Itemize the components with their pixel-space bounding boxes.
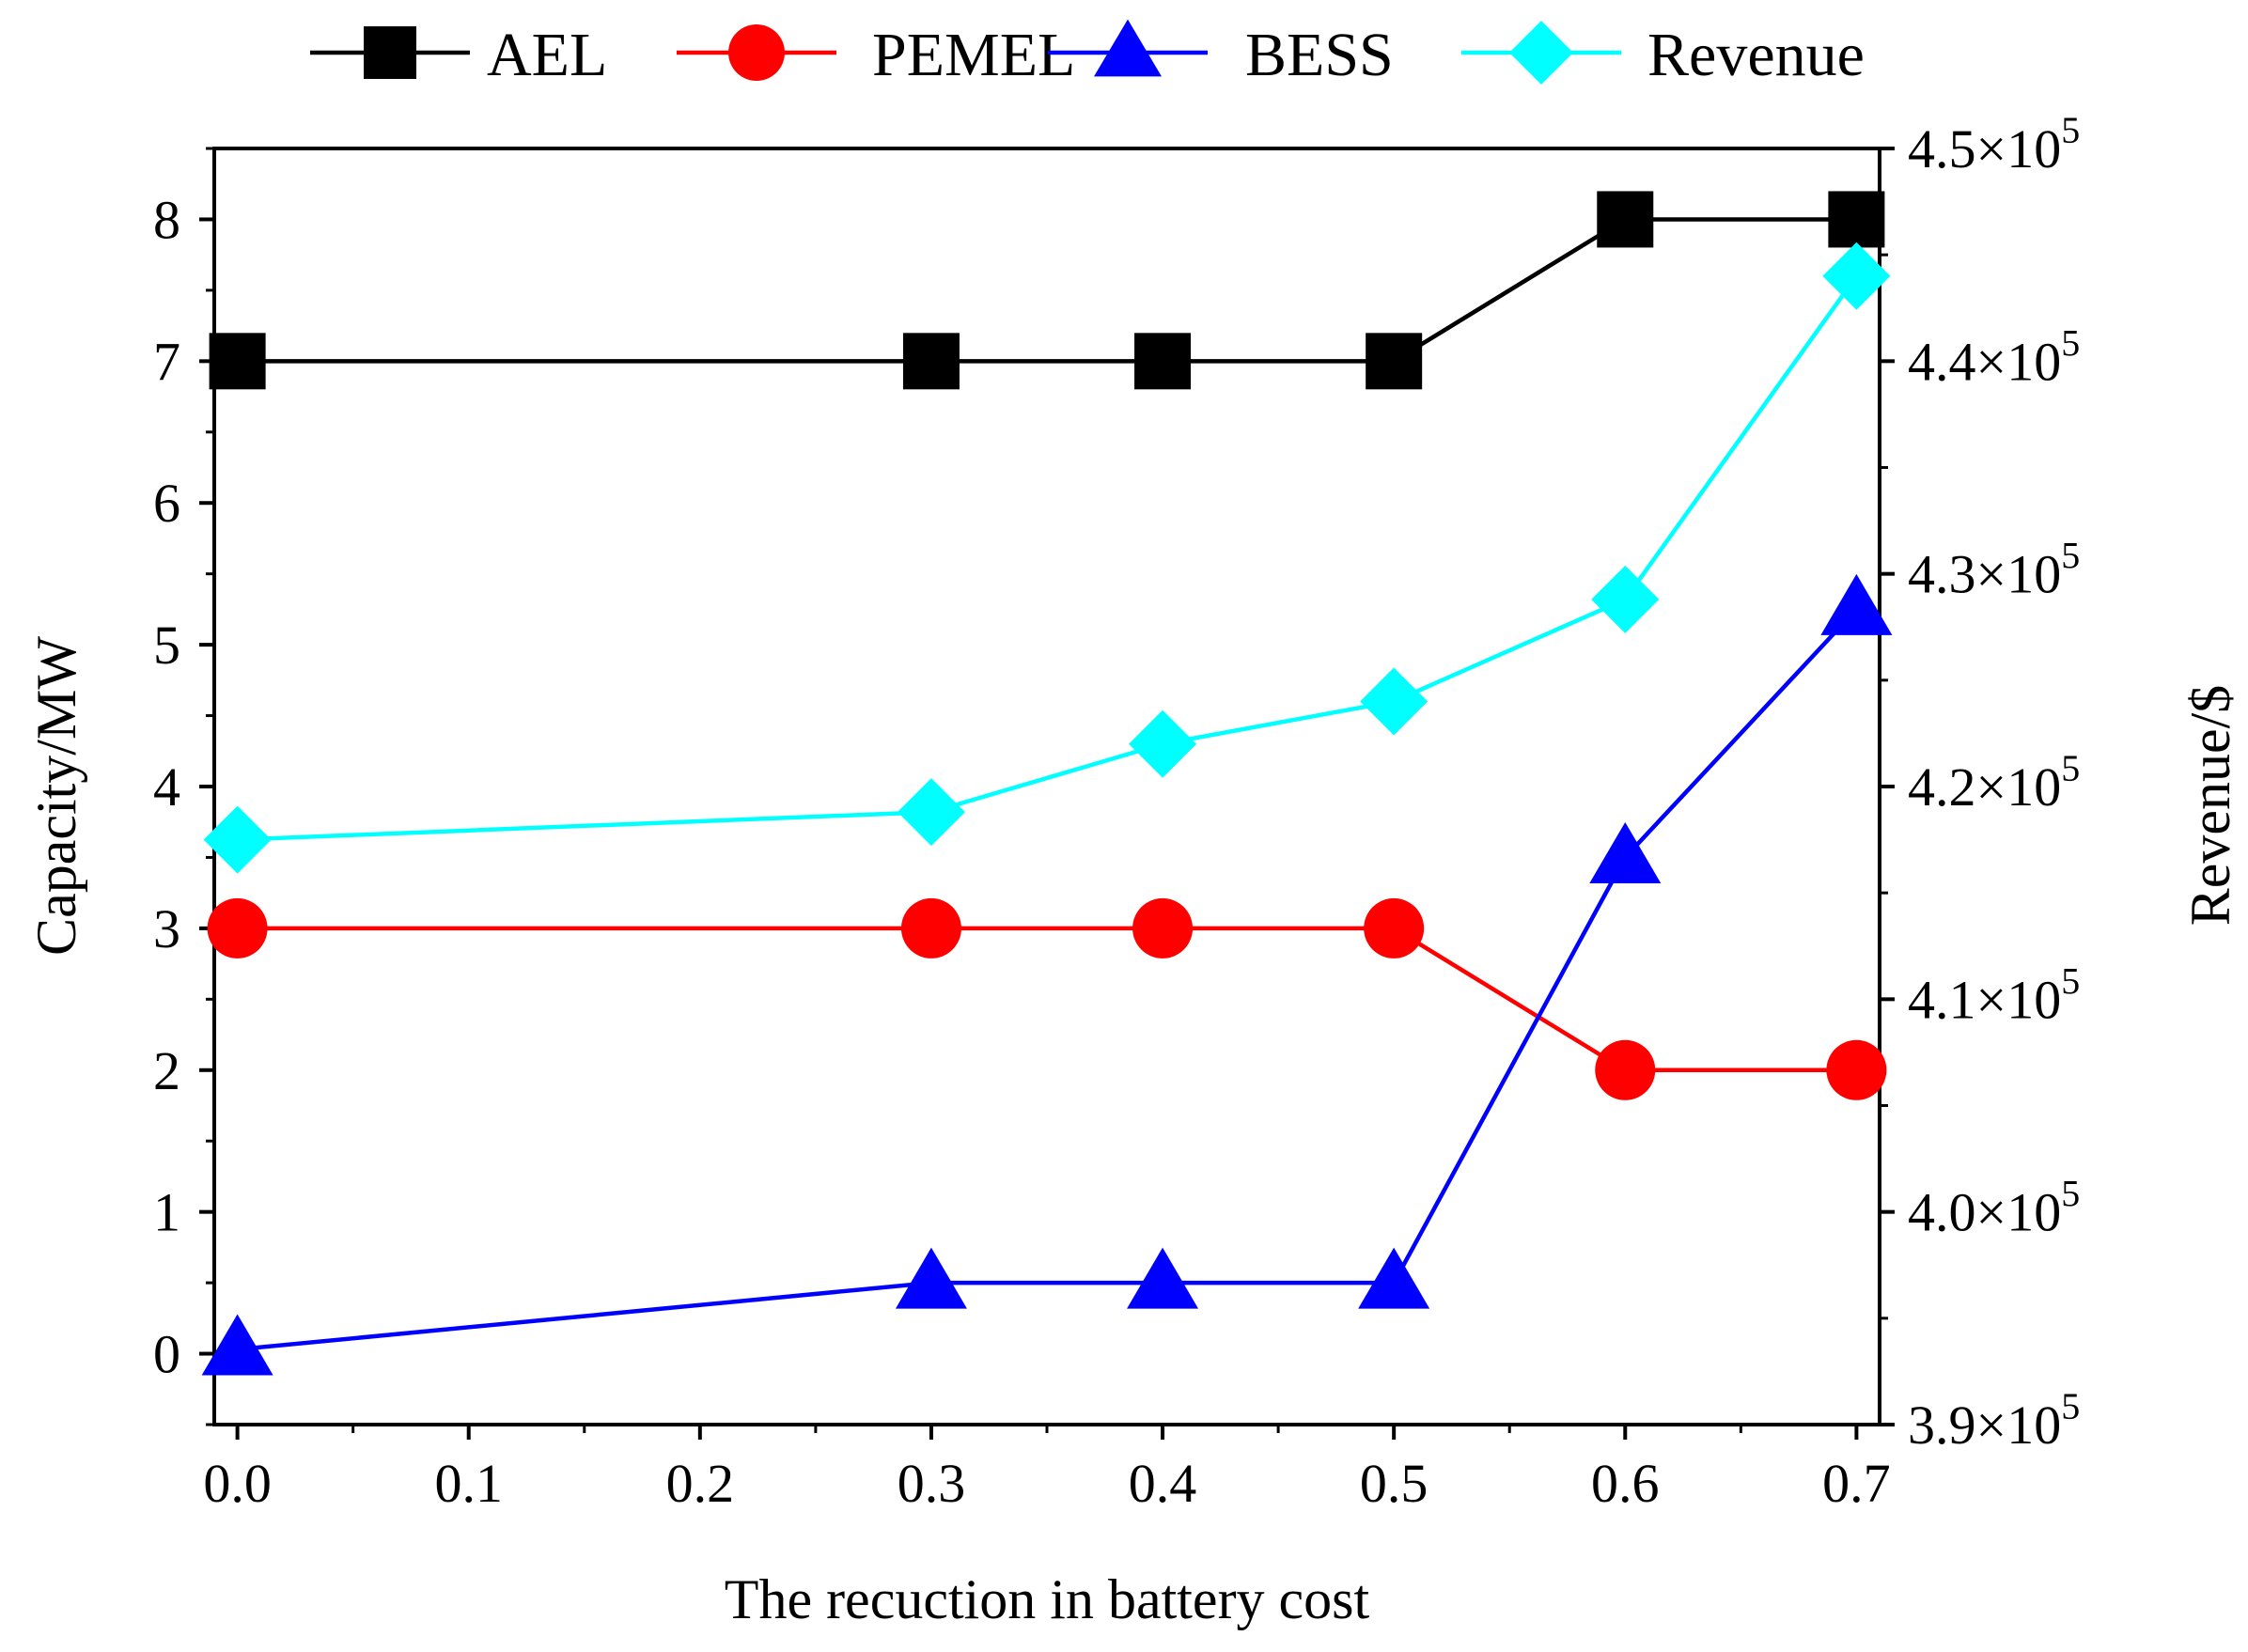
series-pemel-point bbox=[1364, 897, 1425, 958]
series-pemel-point bbox=[207, 897, 268, 958]
x-axis-title: The recuction in battery cost bbox=[725, 1568, 1370, 1630]
series-bess-point bbox=[1820, 573, 1893, 635]
legend-bess-label: BESS bbox=[1245, 21, 1394, 89]
series-ael-point bbox=[209, 333, 266, 390]
legend: AEL PEMEL BESS Revenue bbox=[310, 19, 1865, 89]
legend-pemel-label: PEMEL bbox=[872, 21, 1075, 89]
y-axis-left-title: Capacity/MW bbox=[25, 636, 87, 956]
y-right-tick-label: 4.5×105 bbox=[1908, 109, 2080, 179]
series-ael-point bbox=[902, 333, 960, 390]
y-right-tick-label: 4.2×105 bbox=[1908, 747, 2080, 818]
series-pemel-line bbox=[237, 926, 1857, 1073]
y-right-tick-label: 4.4×105 bbox=[1908, 321, 2080, 392]
series-revenue-point bbox=[1822, 242, 1891, 310]
y-left-tick-label: 2 bbox=[153, 1040, 180, 1101]
series-revenue-line bbox=[237, 274, 1859, 842]
series-layer bbox=[201, 191, 1893, 1376]
legend-ael-label: AEL bbox=[487, 21, 607, 89]
y-right-tick-label: 4.1×105 bbox=[1908, 959, 2080, 1030]
legend-bess-marker bbox=[1094, 19, 1162, 77]
y-right-tick-label: 4.0×105 bbox=[1908, 1173, 2080, 1243]
series-pemel-point bbox=[1595, 1039, 1656, 1100]
series-revenue-point bbox=[1360, 667, 1428, 736]
x-tick-label: 0.0 bbox=[203, 1453, 272, 1514]
x-tick-label: 0.4 bbox=[1129, 1453, 1197, 1514]
plot-frame bbox=[212, 147, 1881, 1426]
series-pemel-point bbox=[1826, 1039, 1887, 1100]
x-tick-label: 0.1 bbox=[434, 1453, 503, 1514]
y-left-tick-label: 3 bbox=[153, 898, 180, 959]
plot-border bbox=[212, 147, 1881, 1426]
series-ael-point bbox=[1134, 333, 1192, 390]
legend-revenue-label: Revenue bbox=[1647, 21, 1865, 89]
legend-pemel-marker bbox=[728, 24, 785, 81]
legend-item-ael: AEL bbox=[310, 21, 607, 89]
x-tick-label: 0.6 bbox=[1591, 1453, 1660, 1514]
legend-item-bess: BESS bbox=[1048, 19, 1394, 89]
x-tick-label: 0.5 bbox=[1360, 1453, 1428, 1514]
series-revenue-point bbox=[203, 805, 272, 874]
y-left-tick-label: 4 bbox=[153, 756, 180, 818]
legend-item-pemel: PEMEL bbox=[677, 21, 1075, 89]
y-left-tick-label: 7 bbox=[153, 331, 180, 392]
y-left-tick-label: 8 bbox=[153, 189, 180, 250]
series-bess-point bbox=[895, 1247, 967, 1309]
series-ael-point bbox=[1828, 191, 1885, 248]
series-revenue-point bbox=[1591, 565, 1660, 633]
series-bess bbox=[201, 573, 1893, 1376]
series-revenue-point bbox=[1129, 709, 1197, 778]
series-pemel bbox=[207, 897, 1887, 1100]
y-left-tick-label: 0 bbox=[153, 1324, 180, 1385]
y-right-tick-label: 4.3×105 bbox=[1908, 535, 2080, 605]
series-ael bbox=[209, 191, 1885, 390]
series-revenue bbox=[203, 242, 1891, 874]
x-tick-label: 0.2 bbox=[666, 1453, 735, 1514]
series-bess-point bbox=[1358, 1247, 1430, 1309]
legend-revenue-marker bbox=[1509, 21, 1573, 85]
axis-ticks: 0.0 0.1 0.2 0.3 0.4 0.5 0.6 0.7 0 1 2 3 4 5 6 7 8 3.9×105… bbox=[153, 109, 2080, 1514]
series-bess-point bbox=[1589, 821, 1662, 883]
series-bess-line bbox=[237, 607, 1859, 1352]
series-pemel-point bbox=[1132, 897, 1194, 958]
series-bess-point bbox=[1127, 1247, 1199, 1309]
y-left-tick-label: 6 bbox=[153, 473, 180, 534]
y-left-tick-label: 1 bbox=[153, 1182, 180, 1243]
series-revenue-point bbox=[897, 778, 965, 847]
series-ael-point bbox=[1597, 191, 1654, 248]
legend-ael-marker bbox=[364, 26, 416, 79]
series-pemel-point bbox=[900, 897, 961, 958]
legend-item-revenue: Revenue bbox=[1461, 21, 1865, 89]
y-right-tick-label: 3.9×105 bbox=[1908, 1385, 2080, 1456]
x-tick-label: 0.3 bbox=[898, 1453, 966, 1514]
y-left-tick-label: 5 bbox=[153, 615, 180, 676]
x-tick-label: 0.7 bbox=[1822, 1453, 1891, 1514]
series-bess-point bbox=[201, 1314, 273, 1376]
series-ael-line bbox=[237, 217, 1857, 364]
series-ael-point bbox=[1366, 333, 1423, 390]
y-axis-right-title: Revenue/$ bbox=[2179, 685, 2241, 927]
